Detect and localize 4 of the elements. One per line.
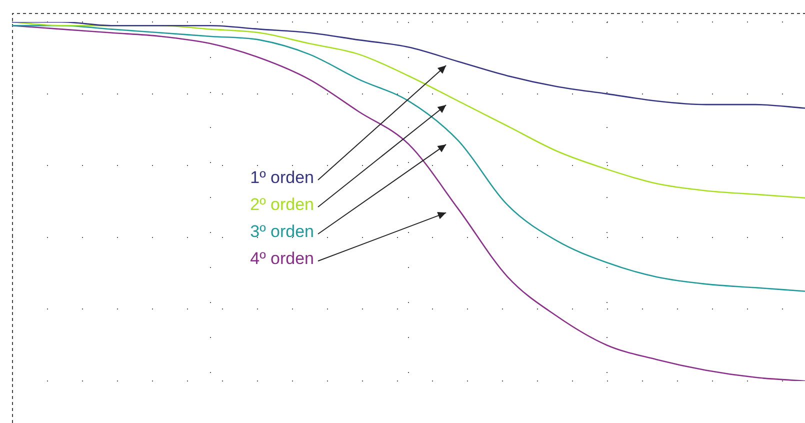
text: 1º orden	[250, 168, 314, 188]
text: 2º orden	[250, 195, 314, 215]
text: 4º orden	[250, 249, 314, 269]
text: 3º orden	[250, 222, 314, 242]
